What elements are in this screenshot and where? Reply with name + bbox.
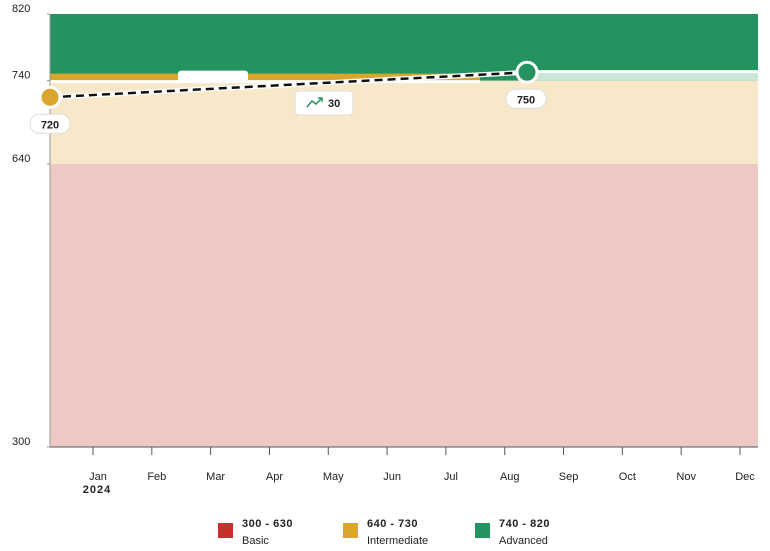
y-tick-label: 740 (12, 70, 30, 82)
x-tick-label: Dec (735, 471, 755, 483)
legend-range: 640 - 730 (367, 518, 418, 530)
legend-range: 300 - 630 (242, 518, 293, 530)
year-label: 2024 (83, 484, 111, 496)
y-tick-label: 820 (12, 3, 30, 15)
strip-tab (178, 70, 248, 83)
legend-swatch (218, 523, 233, 538)
y-tick-label: 640 (12, 153, 30, 165)
legend-swatch (343, 523, 358, 538)
value-label: 720 (41, 119, 59, 131)
x-tick-label: Oct (619, 471, 636, 483)
line (49, 71, 528, 99)
x-tick-label: Jan (89, 471, 107, 483)
point (38, 85, 62, 109)
value-label-box (505, 88, 547, 109)
x-tick-label: Aug (500, 471, 520, 483)
x-tick-label: Sep (559, 471, 579, 483)
legend-name: Intermediate (367, 535, 428, 546)
point (515, 60, 539, 84)
x-tick-label: Mar (206, 471, 225, 483)
legend-range: 740 - 820 (499, 518, 550, 530)
band (50, 14, 758, 81)
x-tick-label: Feb (147, 471, 166, 483)
progress-strip (50, 73, 480, 81)
y-tick-label: 300 (12, 436, 30, 448)
change-label: 30 (328, 98, 340, 110)
legend-name: Basic (242, 535, 269, 546)
x-tick-label: May (323, 471, 344, 483)
trend-icon (318, 97, 323, 102)
band (50, 80, 758, 164)
progress-strip (527, 71, 758, 81)
band (50, 163, 758, 447)
x-tick-label: Apr (266, 471, 283, 483)
x-tick-label: Jul (444, 471, 458, 483)
change-box (294, 90, 354, 116)
legend-swatch (475, 523, 490, 538)
legend-name: Advanced (499, 535, 548, 546)
value-label-box (29, 113, 71, 134)
trend-icon (306, 97, 323, 108)
value-label: 750 (517, 94, 535, 106)
x-tick-label: Nov (676, 471, 696, 483)
x-tick-label: Jun (383, 471, 401, 483)
